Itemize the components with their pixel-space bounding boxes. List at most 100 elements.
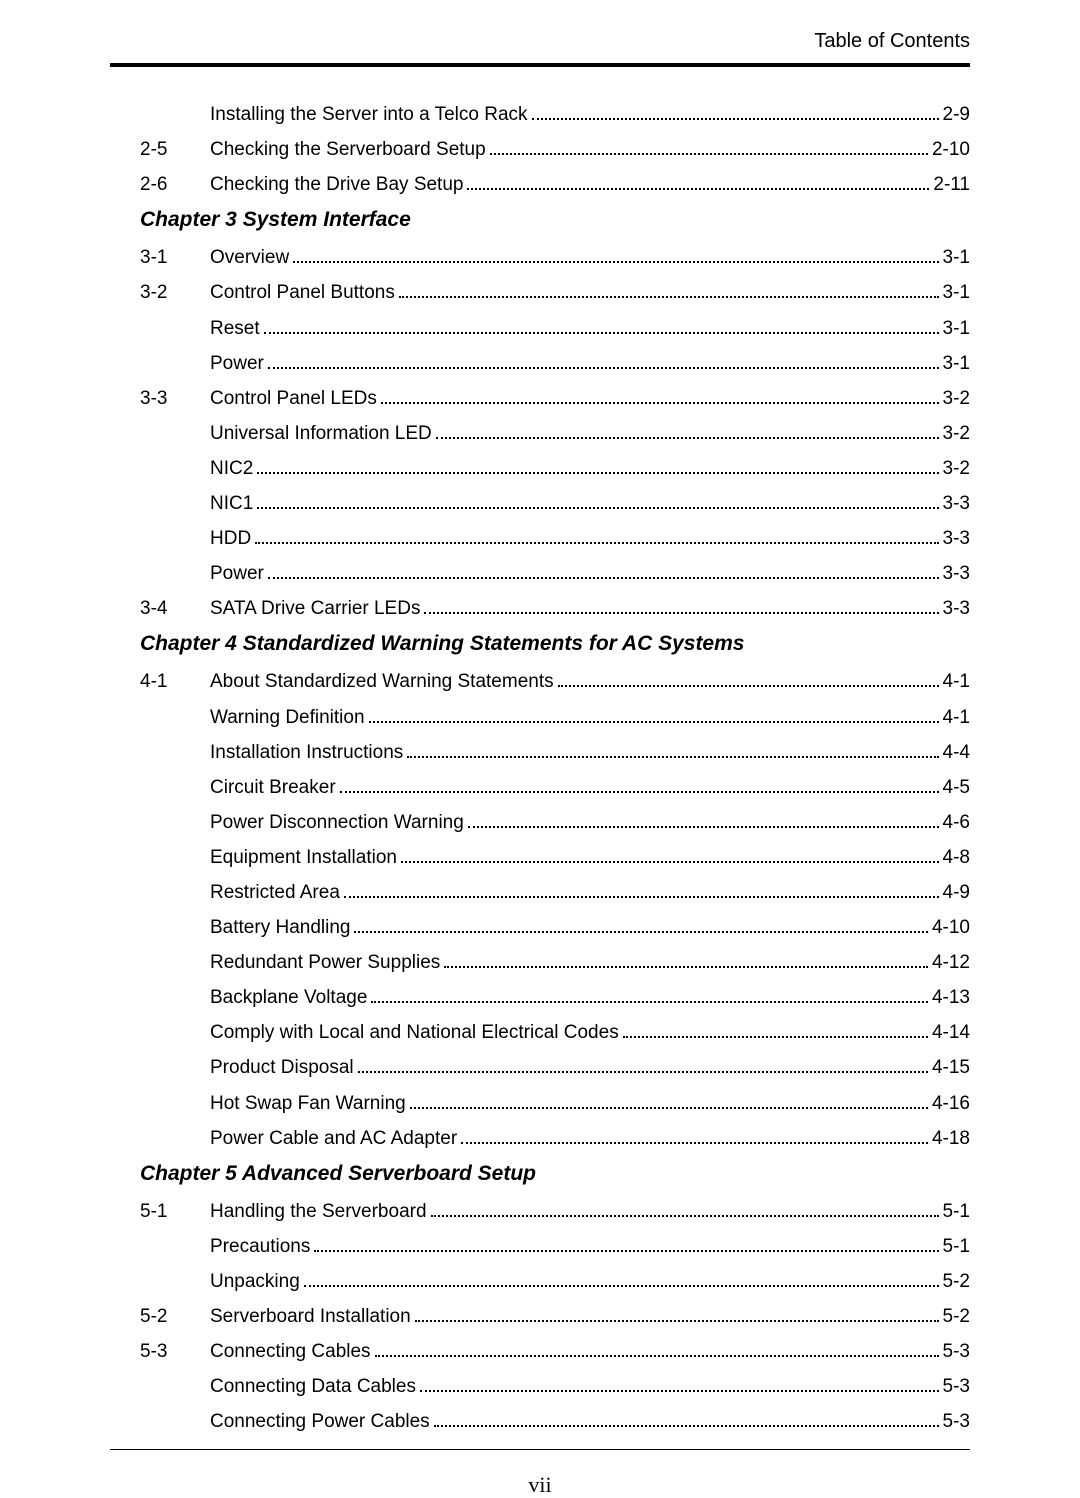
toc-entry-page: 3-3 (943, 564, 970, 583)
toc-row: Power3-1 (140, 352, 970, 373)
toc-leader-dots (410, 1091, 928, 1108)
toc-row: Connecting Data Cables5-3 (140, 1375, 970, 1396)
toc-entry-title: Control Panel Buttons (210, 283, 395, 302)
toc-entry-page: 4-18 (932, 1129, 970, 1148)
toc-entry-title: Reset (210, 319, 260, 338)
toc-leader-dots (381, 387, 939, 404)
toc-entry-title: SATA Drive Carrier LEDs (210, 599, 420, 618)
toc-leader-dots (424, 597, 938, 614)
toc-row: Hot Swap Fan Warning4-16 (140, 1091, 970, 1112)
toc-entry-page: 5-3 (943, 1377, 970, 1396)
toc-entry-title: Hot Swap Fan Warning (210, 1094, 406, 1113)
toc-leader-dots (257, 492, 938, 509)
toc-entry-title: NIC2 (210, 459, 253, 478)
toc-entry-page: 4-4 (943, 743, 970, 762)
toc-entry-page: 3-2 (943, 424, 970, 443)
toc-entry-page: 4-12 (932, 953, 970, 972)
toc-entry-page: 3-1 (943, 319, 970, 338)
toc-row: Unpacking 5-2 (140, 1270, 970, 1291)
toc-row: 3-2Control Panel Buttons3-1 (140, 281, 970, 302)
header-double-rule (110, 63, 970, 67)
toc-entry-title: Checking the Serverboard Setup (210, 140, 486, 159)
toc-entry-page: 3-1 (943, 354, 970, 373)
toc-entry-title: Installing the Server into a Telco Rack (210, 105, 528, 124)
toc-row: Power Cable and AC Adapter4-18 (140, 1127, 970, 1148)
toc-entry-page: 4-15 (932, 1058, 970, 1077)
toc-entry-page: 4-5 (943, 778, 970, 797)
footer-rule (110, 1449, 970, 1450)
toc-leader-dots (354, 916, 928, 933)
toc-leader-dots (431, 1200, 939, 1217)
toc-row: Redundant Power Supplies 4-12 (140, 951, 970, 972)
toc-row: Battery Handling4-10 (140, 916, 970, 937)
toc-entry-title: Unpacking (210, 1272, 300, 1291)
toc-leader-dots (415, 1305, 939, 1322)
toc-entry-page: 4-1 (943, 708, 970, 727)
toc-entry-title: About Standardized Warning Statements (210, 672, 554, 691)
toc-entry-title: NIC1 (210, 494, 253, 513)
toc-entry-page: 4-6 (943, 813, 970, 832)
toc-entry-number: 3-4 (140, 599, 210, 618)
toc-leader-dots (490, 138, 928, 155)
toc-entry-number: 4-1 (140, 672, 210, 691)
toc-page: Table of Contents Installing the Server … (0, 0, 1080, 1498)
toc-entry-title: Overview (210, 248, 289, 267)
chapter-heading: Chapter 5 Advanced Serverboard Setup (140, 1162, 970, 1186)
toc-row: 4-1About Standardized Warning Statements… (140, 670, 970, 691)
toc-row: NIC1 3-3 (140, 492, 970, 513)
toc-leader-dots (461, 1127, 928, 1144)
toc-leader-dots (369, 705, 939, 722)
toc-row: 3-4SATA Drive Carrier LEDs 3-3 (140, 597, 970, 618)
toc-entry-title: Backplane Voltage (210, 988, 367, 1007)
toc-entry-title: Connecting Power Cables (210, 1412, 430, 1431)
toc-row: 2-6Checking the Drive Bay Setup2-11 (140, 173, 970, 194)
toc-entry-title: Connecting Cables (210, 1342, 371, 1361)
toc-entry-page: 3-2 (943, 459, 970, 478)
toc-entry-page: 5-2 (943, 1272, 970, 1291)
toc-leader-dots (532, 103, 939, 120)
toc-row: Power 3-3 (140, 562, 970, 583)
toc-entry-page: 3-1 (943, 248, 970, 267)
toc-entry-page: 5-1 (943, 1237, 970, 1256)
toc-leader-dots (407, 741, 938, 758)
toc-entry-page: 5-3 (943, 1412, 970, 1431)
toc-entry-title: Battery Handling (210, 918, 350, 937)
toc-leader-dots (264, 316, 939, 333)
toc-entry-title: Redundant Power Supplies (210, 953, 440, 972)
toc-leader-dots (399, 281, 939, 298)
toc-entry-number: 2-5 (140, 140, 210, 159)
toc-leader-dots (468, 811, 939, 828)
toc-entry-page: 3-3 (943, 494, 970, 513)
toc-row: Warning Definition4-1 (140, 705, 970, 726)
toc-leader-dots (304, 1270, 939, 1287)
toc-entry-number: 2-6 (140, 175, 210, 194)
toc-entry-title: Power Disconnection Warning (210, 813, 464, 832)
toc-entry-number: 5-2 (140, 1307, 210, 1326)
toc-entry-title: Universal Information LED (210, 424, 432, 443)
toc-row: Precautions 5-1 (140, 1235, 970, 1256)
toc-row: Backplane Voltage 4-13 (140, 986, 970, 1007)
toc-leader-dots (344, 881, 939, 898)
toc-entry-page: 3-3 (943, 599, 970, 618)
toc-row: Installation Instructions4-4 (140, 741, 970, 762)
toc-leader-dots (436, 422, 939, 439)
toc-row: Product Disposal4-15 (140, 1056, 970, 1077)
toc-row: 5-1Handling the Serverboard5-1 (140, 1200, 970, 1221)
toc-leader-dots (340, 776, 939, 793)
toc-entry-title: Power (210, 564, 264, 583)
toc-row: HDD3-3 (140, 527, 970, 548)
toc-entry-page: 5-2 (943, 1307, 970, 1326)
toc-entry-page: 4-14 (932, 1023, 970, 1042)
toc-row: Installing the Server into a Telco Rack2… (140, 103, 970, 124)
toc-entry-number: 3-1 (140, 248, 210, 267)
toc-entry-page: 2-10 (932, 140, 970, 159)
toc-entry-title: Precautions (210, 1237, 310, 1256)
toc-entry-number: 3-3 (140, 389, 210, 408)
toc-entry-page: 5-3 (943, 1342, 970, 1361)
toc-leader-dots (268, 352, 939, 369)
toc-entry-number: 3-2 (140, 283, 210, 302)
toc-leader-dots (444, 951, 928, 968)
toc-entry-page: 4-8 (943, 848, 970, 867)
toc-entry-page: 4-13 (932, 988, 970, 1007)
toc-entry-page: 4-1 (943, 672, 970, 691)
